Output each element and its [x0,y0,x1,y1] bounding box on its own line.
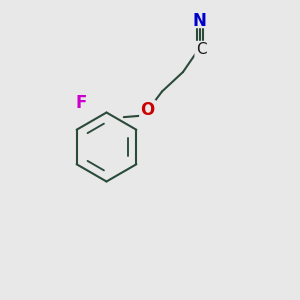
Text: N: N [193,12,206,30]
Text: F: F [75,94,87,112]
Text: O: O [140,101,155,119]
Text: C: C [196,42,206,57]
